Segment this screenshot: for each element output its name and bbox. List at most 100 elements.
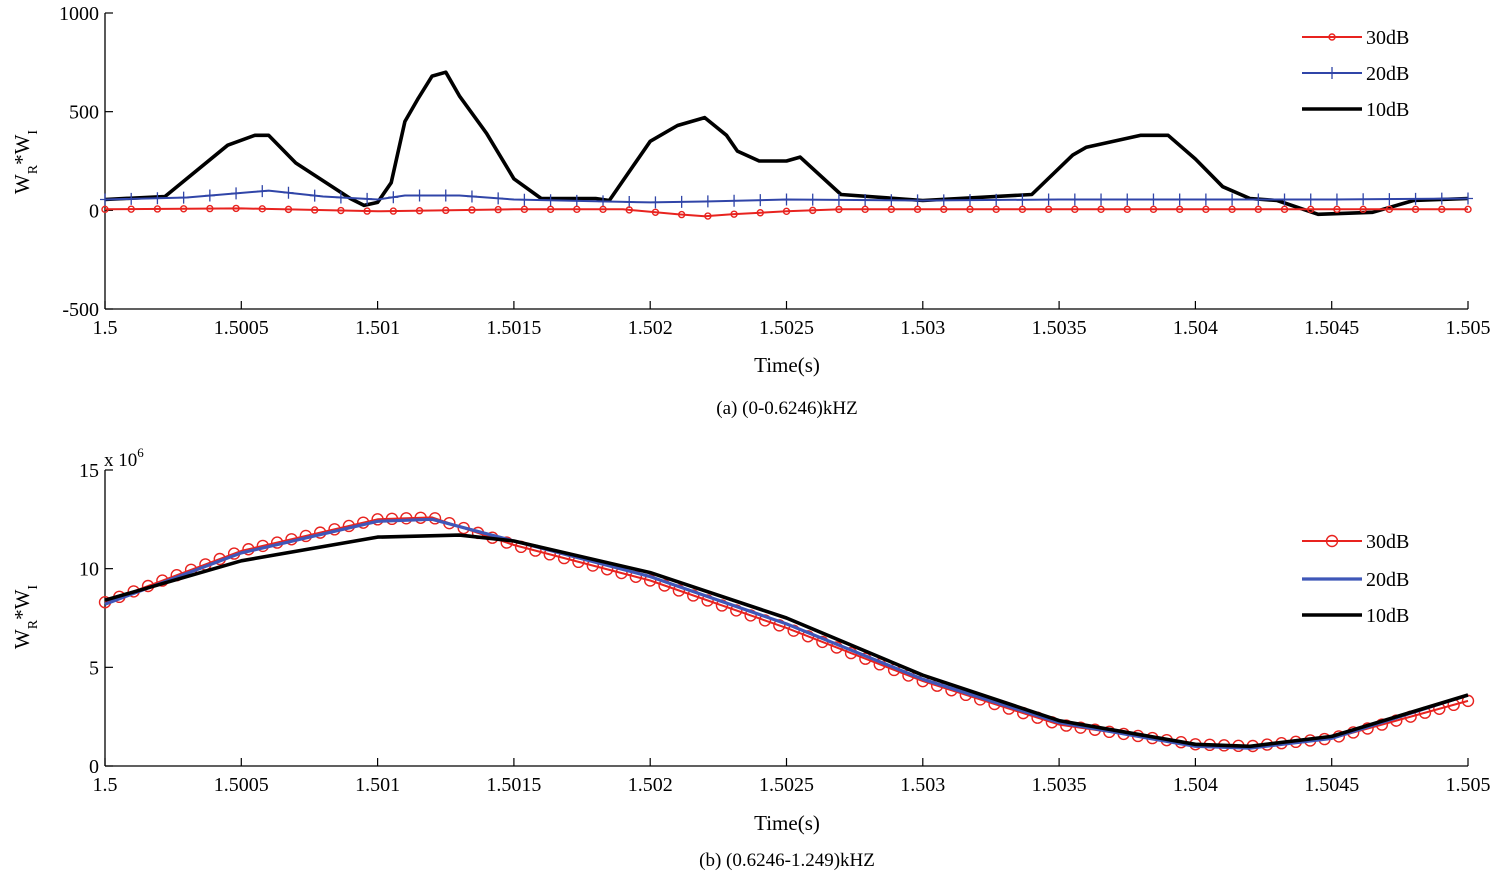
marker-30dB	[599, 205, 607, 214]
marker-20dB	[1200, 193, 1211, 206]
x-tick-label: 1.502	[628, 774, 673, 796]
y-label-times-w: *W	[10, 589, 34, 620]
marker-30dB	[861, 205, 869, 214]
legend-label-10dB: 10dB	[1366, 605, 1409, 627]
series-line-30dB	[104, 516, 1469, 748]
marker-30dB	[835, 205, 843, 214]
marker-30dB	[337, 206, 345, 215]
legend-label-30dB: 30dB	[1366, 27, 1409, 49]
marker-20dB	[1227, 193, 1238, 206]
marker-20dB	[991, 193, 1002, 206]
marker-30dB	[546, 205, 555, 214]
marker-30dB	[782, 207, 791, 216]
marker-30dB	[1280, 205, 1289, 214]
y-tick-label: -500	[62, 299, 99, 321]
marker-20dB	[1174, 193, 1185, 206]
marker-20dB	[1463, 192, 1473, 205]
marker-30dB	[651, 208, 660, 216]
marker-20dB	[598, 195, 609, 208]
marker-30dB	[1438, 205, 1446, 214]
marker-20dB	[964, 194, 975, 207]
marker-20dB	[309, 189, 320, 202]
marker-20dB	[729, 194, 740, 207]
series-line-20dB	[104, 517, 1469, 750]
marker-30dB	[1307, 205, 1315, 214]
marker-30dB	[1202, 205, 1210, 214]
marker-30dB	[1175, 205, 1184, 214]
marker-30dB	[1333, 205, 1341, 214]
x-tick-label: 1.503	[900, 317, 945, 339]
x-tick-label: 1.5015	[486, 317, 541, 339]
series-group	[100, 70, 1473, 220]
marker-30dB	[1464, 205, 1472, 214]
marker-30dB	[677, 210, 686, 219]
legend-label-20dB: 20dB	[1366, 63, 1409, 85]
marker-20dB	[886, 194, 897, 207]
marker-20dB	[571, 194, 582, 207]
panel-b-x-axis-label: Time(s)	[754, 811, 820, 835]
x-tick-label: 1.502	[628, 317, 673, 339]
marker-30dB	[913, 205, 922, 214]
marker-30dB	[887, 205, 896, 214]
marker-20dB	[1410, 192, 1421, 205]
marker-30dB	[363, 207, 371, 215]
x-tick-label: 1.5035	[1032, 317, 1087, 339]
marker-20dB	[676, 195, 687, 208]
legend: 30dB 20dB 10dB	[1302, 531, 1409, 627]
x-tick-label: 1.5	[93, 774, 118, 796]
marker-30dB	[400, 512, 413, 525]
marker-20dB	[1358, 193, 1369, 206]
y-tick-label: 0	[89, 200, 99, 222]
x-tick-label: 1.505	[1446, 317, 1491, 339]
x-tick-label: 1.504	[1173, 774, 1218, 796]
marker-30dB	[1071, 205, 1079, 214]
marker-20dB	[126, 192, 137, 205]
y-label-sub-i: I	[26, 585, 41, 590]
y-tick-label: 10	[79, 559, 99, 581]
panel-b: (b) (0.6246-1.249)kHZ Time(s) WR*WI x 10…	[10, 445, 1491, 871]
marker-30dB	[179, 205, 188, 213]
series-line-10dB	[104, 533, 1469, 749]
marker-30dB	[127, 205, 135, 213]
y-tick-label: 5	[89, 657, 99, 679]
legend-label-30dB: 30dB	[1366, 531, 1409, 553]
marker-20dB	[1384, 193, 1395, 206]
legend: 30dB 20dB 10dB	[1302, 27, 1409, 121]
marker-20dB	[702, 195, 713, 208]
marker-20dB	[362, 192, 373, 205]
y-tick-label: 500	[69, 102, 99, 124]
marker-30dB	[756, 209, 764, 217]
x-tick-label: 1.5035	[1032, 774, 1087, 796]
marker-20dB	[1148, 193, 1159, 206]
marker-30dB	[385, 512, 399, 526]
marker-30dB	[573, 205, 581, 214]
x-tick-label: 1.504	[1173, 317, 1218, 339]
marker-30dB	[153, 205, 162, 213]
legend-label-20dB: 20dB	[1366, 569, 1409, 591]
marker-20dB	[466, 190, 477, 203]
y-tick-label: 0	[89, 756, 99, 778]
marker-20dB	[938, 194, 949, 207]
panel-b-y-axis-label: WR*WI	[10, 585, 41, 650]
marker-20dB	[781, 193, 792, 206]
x-tick-label: 1.5025	[759, 774, 814, 796]
marker-20dB	[440, 189, 451, 202]
x-tick-label: 1.5025	[759, 317, 814, 339]
x-tick-label: 1.5015	[486, 774, 541, 796]
marker-30dB	[371, 513, 384, 526]
y-label-sub-i: I	[26, 130, 41, 135]
marker-30dB	[966, 205, 974, 214]
marker-30dB	[1359, 205, 1367, 214]
marker-20dB	[1017, 193, 1028, 206]
marker-30dB	[101, 205, 109, 214]
marker-20dB	[1279, 193, 1290, 206]
scale-base: x 10	[104, 450, 137, 471]
marker-20dB	[1096, 193, 1107, 206]
series-line-10dB	[104, 70, 1469, 217]
x-tick-label: 1.5045	[1304, 317, 1359, 339]
marker-30dB	[809, 206, 817, 215]
marker-20dB	[100, 193, 110, 206]
panel-b-scale-label: x 106	[104, 445, 144, 471]
marker-30dB	[442, 206, 450, 215]
marker-20dB	[257, 185, 268, 198]
